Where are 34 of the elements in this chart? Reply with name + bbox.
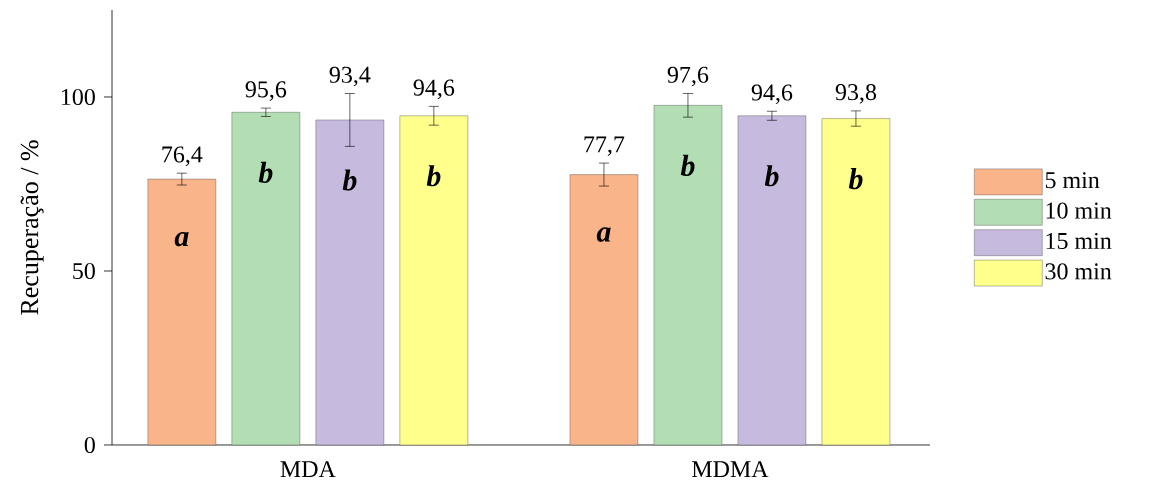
bar [653,105,723,446]
data-label: 93,4 [329,66,371,87]
legend-label: 5 min [1045,172,1100,189]
bar [399,115,469,446]
bar [569,174,639,446]
annotation: b [680,154,695,176]
data-label: 77,7 [584,136,625,156]
bar [737,115,807,446]
bar [231,112,301,446]
annotation: b [258,161,273,183]
annotation: a [174,231,189,247]
data-label: 97,6 [667,66,709,87]
data-label: 76,4 [162,146,203,166]
annotation: b [342,169,357,191]
annotation: b [426,165,441,187]
y-axis-title: Recuperação / % [20,140,44,315]
bar [821,118,891,446]
data-label: 94,6 [751,84,793,105]
data-label: 93,8 [835,84,877,104]
legend-label: 30 min [1045,263,1112,280]
y-tick-label: 100 [61,88,95,106]
legend-label: 10 min [1046,202,1112,219]
data-label: 95,6 [245,81,287,101]
y-tick-label: 50 [73,262,95,280]
annotation: b [764,165,779,187]
bar [147,178,217,446]
annotation: b [848,167,863,190]
y-tick-label: 0 [84,436,95,454]
legend-label: 15 min [1046,232,1112,250]
x-tick-label: MDMA [691,461,769,478]
data-label: 94,6 [413,79,455,100]
x-tick-label: MDA [280,461,336,478]
bar [315,119,385,446]
annotation: a [596,227,611,242]
